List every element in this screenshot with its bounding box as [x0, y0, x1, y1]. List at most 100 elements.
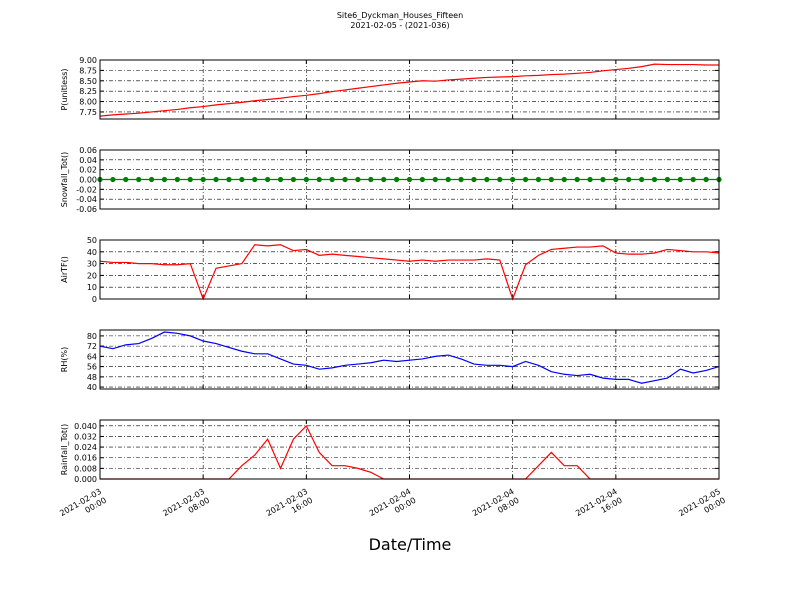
y-tick-label: 20	[87, 271, 97, 280]
y-axis-label: Snowfall_Tot()	[60, 152, 69, 208]
y-tick-label: 8.00	[79, 98, 97, 107]
y-tick-label: 0	[92, 295, 97, 304]
y-tick-label: 0.040	[74, 422, 97, 431]
y-tick-label: 8.75	[79, 66, 97, 75]
y-tick-label: 72	[87, 342, 97, 351]
data-marker	[213, 176, 219, 183]
data-marker	[355, 176, 361, 183]
data-marker	[368, 176, 374, 183]
data-marker	[664, 176, 671, 183]
data-marker	[613, 176, 619, 183]
y-tick-label: 9.00	[79, 56, 97, 65]
axes-frame	[99, 239, 720, 300]
data-marker	[600, 176, 606, 183]
data-marker	[522, 176, 529, 183]
data-marker	[406, 176, 413, 183]
y-tick-label: 30	[87, 260, 97, 269]
data-marker	[303, 176, 309, 183]
data-marker	[587, 176, 593, 183]
y-tick-label: 0.02	[79, 166, 97, 175]
data-marker	[174, 176, 180, 183]
y-axis-label: RH(%)	[60, 347, 69, 372]
data-marker	[484, 176, 490, 183]
data-marker	[703, 176, 709, 183]
y-tick-label: 10	[87, 283, 97, 292]
y-tick-label: 0.024	[74, 443, 97, 452]
data-marker	[187, 176, 193, 183]
data-marker	[342, 176, 348, 183]
data-marker	[574, 176, 580, 183]
y-tick-label: 0.000	[74, 475, 97, 484]
y-tick-label: 40	[87, 383, 97, 392]
data-marker	[316, 176, 322, 183]
data-marker	[432, 176, 438, 183]
x-tick-label: 2021-02-0316:00	[265, 487, 315, 527]
data-marker	[265, 176, 271, 183]
x-tick-label: 2021-02-0408:00	[471, 487, 521, 527]
data-marker	[690, 176, 696, 183]
data-marker	[110, 176, 116, 183]
x-tick-label: 2021-02-0416:00	[574, 487, 624, 527]
data-marker	[419, 176, 425, 183]
y-tick-label: -0.04	[76, 195, 97, 204]
x-tick-label: 2021-02-0400:00	[368, 487, 418, 527]
data-marker	[510, 176, 516, 183]
y-tick-label: 7.75	[79, 108, 97, 117]
data-marker	[161, 176, 168, 183]
data-marker	[445, 176, 451, 183]
y-tick-label: 0.016	[74, 454, 97, 463]
y-tick-label: -0.02	[76, 185, 97, 194]
y-axis-label: Rainfall_Tot()	[60, 424, 69, 476]
data-marker	[136, 176, 142, 183]
data-marker	[651, 176, 658, 183]
y-tick-label: 64	[87, 352, 97, 361]
y-tick-label: 50	[87, 236, 97, 245]
data-marker	[252, 176, 258, 183]
y-tick-label: 8.25	[79, 87, 97, 96]
title: Site6_Dyckman_Houses_Fifteen	[337, 11, 463, 20]
data-marker	[226, 176, 232, 183]
x-axis-label: Date/Time	[369, 535, 452, 554]
y-axis-label: AirTF()	[60, 256, 69, 283]
y-tick-label: 80	[87, 332, 97, 341]
axes-frame	[99, 149, 720, 210]
data-marker	[394, 176, 400, 183]
axes-frame	[99, 59, 720, 120]
data-marker	[148, 176, 155, 183]
data-marker	[561, 176, 567, 183]
x-tick-label: 2021-02-0308:00	[161, 487, 211, 527]
y-tick-label: 40	[87, 248, 97, 257]
data-marker	[458, 176, 464, 183]
y-tick-label: -0.06	[76, 205, 97, 214]
data-marker	[239, 176, 245, 183]
y-tick-label: 8.50	[79, 77, 97, 86]
y-tick-label: 0.00	[79, 176, 97, 185]
data-marker	[535, 176, 542, 183]
data-marker	[626, 176, 632, 183]
data-marker	[290, 176, 297, 183]
data-marker	[639, 176, 645, 183]
y-tick-label: 0.04	[79, 156, 97, 165]
subtitle: 2021-02-05 - (2021-036)	[350, 21, 449, 30]
data-line	[99, 63, 719, 117]
y-tick-label: 56	[87, 363, 97, 372]
y-tick-label: 0.06	[79, 146, 97, 155]
data-marker	[277, 176, 284, 183]
data-marker	[200, 176, 206, 183]
y-tick-label: 0.032	[74, 432, 97, 441]
data-marker	[497, 176, 503, 183]
data-marker	[381, 176, 387, 183]
y-tick-label: 0.008	[74, 464, 97, 473]
data-marker	[548, 176, 554, 183]
data-line	[99, 331, 720, 384]
x-tick-label: 2021-02-0500:00	[677, 487, 727, 527]
data-marker	[471, 176, 477, 183]
y-tick-label: 48	[87, 373, 97, 382]
axes-frame	[99, 419, 720, 480]
x-tick-label: 2021-02-0300:00	[58, 487, 108, 527]
data-marker	[677, 176, 683, 183]
data-marker	[123, 176, 129, 183]
data-marker	[329, 176, 335, 183]
y-axis-label: P(unitless)	[60, 68, 69, 110]
